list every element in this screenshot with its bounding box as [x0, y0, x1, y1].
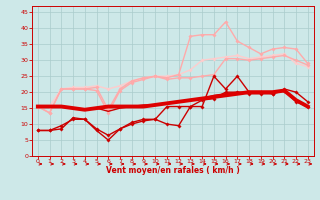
- X-axis label: Vent moyen/en rafales ( km/h ): Vent moyen/en rafales ( km/h ): [106, 166, 240, 175]
